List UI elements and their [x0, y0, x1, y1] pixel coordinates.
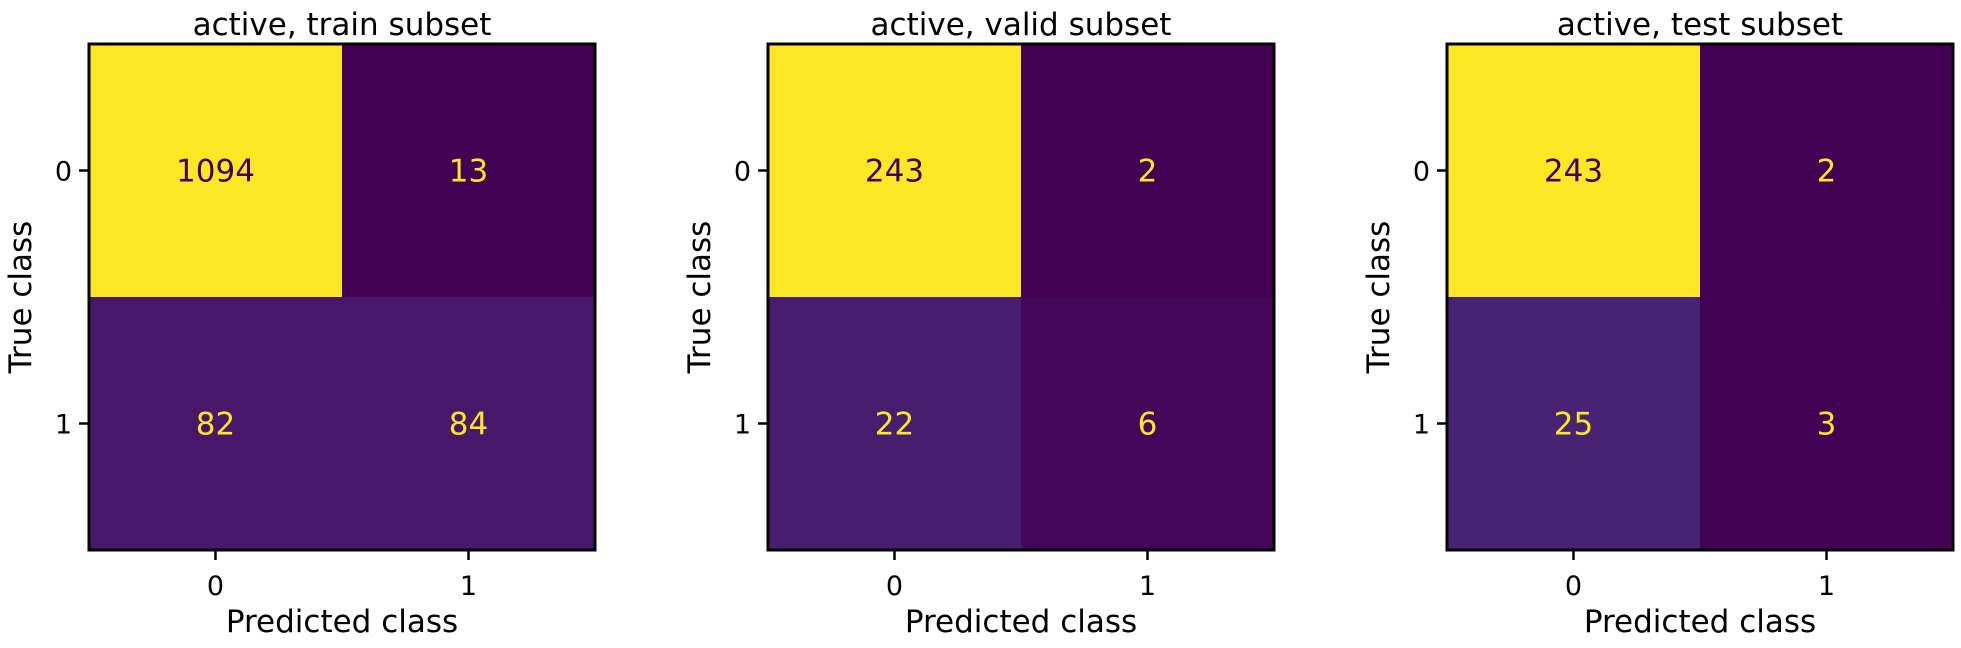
chart-title: active, test subset [1557, 7, 1843, 43]
y-tick-label: 1 [1413, 410, 1430, 441]
x-axis-label: Predicted class [905, 604, 1137, 640]
cell-value-label: 2 [1138, 154, 1158, 190]
y-tick-label: 1 [55, 410, 72, 441]
heatmap-cell [1700, 297, 1953, 550]
cell-value-label: 13 [449, 154, 488, 190]
x-tick-label: 0 [1565, 571, 1582, 602]
cell-value-label: 6 [1138, 407, 1158, 443]
heatmap-cell [1021, 44, 1274, 297]
panel-3: 243 2 25 3 0 1 0 1 active, test subset Predicted … [1361, 7, 1955, 640]
cell-value-label: 3 [1817, 407, 1837, 443]
axes-frame [1445, 42, 1955, 552]
y-axis-label: True class [1361, 221, 1397, 375]
axes-frame [87, 42, 597, 552]
heatmap-cell [768, 297, 1021, 550]
x-tick-label: 0 [207, 571, 224, 602]
y-tick-label: 0 [55, 157, 72, 188]
cell-value-label: 25 [1554, 407, 1593, 443]
cell-value-label: 2 [1817, 154, 1837, 190]
x-tick-label: 0 [886, 571, 903, 602]
heatmap-cell [89, 44, 342, 297]
heatmap-cell [1700, 44, 1953, 297]
y-tick-label: 1 [734, 410, 751, 441]
x-axis-label: Predicted class [226, 604, 458, 640]
cell-value-label: 84 [449, 407, 488, 443]
y-tick-label: 0 [734, 157, 751, 188]
chart-title: active, train subset [193, 7, 492, 43]
axes-frame [766, 42, 1276, 552]
cell-value-label: 22 [875, 407, 914, 443]
panel-1: 1094 13 82 84 0 1 0 1 active, train subset Predic… [3, 7, 597, 640]
heatmap-cell [342, 297, 595, 550]
chart-title: active, valid subset [871, 7, 1172, 43]
heatmap-cell [1021, 297, 1274, 550]
x-tick-label: 1 [1818, 571, 1835, 602]
cell-value-label: 243 [865, 154, 924, 190]
heatmap-cell [768, 44, 1021, 297]
y-axis-label: True class [682, 221, 718, 375]
x-axis-label: Predicted class [1584, 604, 1816, 640]
cell-value-label: 82 [196, 407, 235, 443]
heatmap-cell [1447, 44, 1700, 297]
heatmap-cell [89, 297, 342, 550]
cell-value-label: 1094 [176, 154, 255, 190]
heatmap-cell [342, 44, 595, 297]
cell-value-label: 243 [1544, 154, 1603, 190]
heatmap-cell [1447, 297, 1700, 550]
x-tick-label: 1 [1139, 571, 1156, 602]
y-axis-label: True class [3, 221, 39, 375]
y-tick-label: 0 [1413, 157, 1430, 188]
x-tick-label: 1 [460, 571, 477, 602]
